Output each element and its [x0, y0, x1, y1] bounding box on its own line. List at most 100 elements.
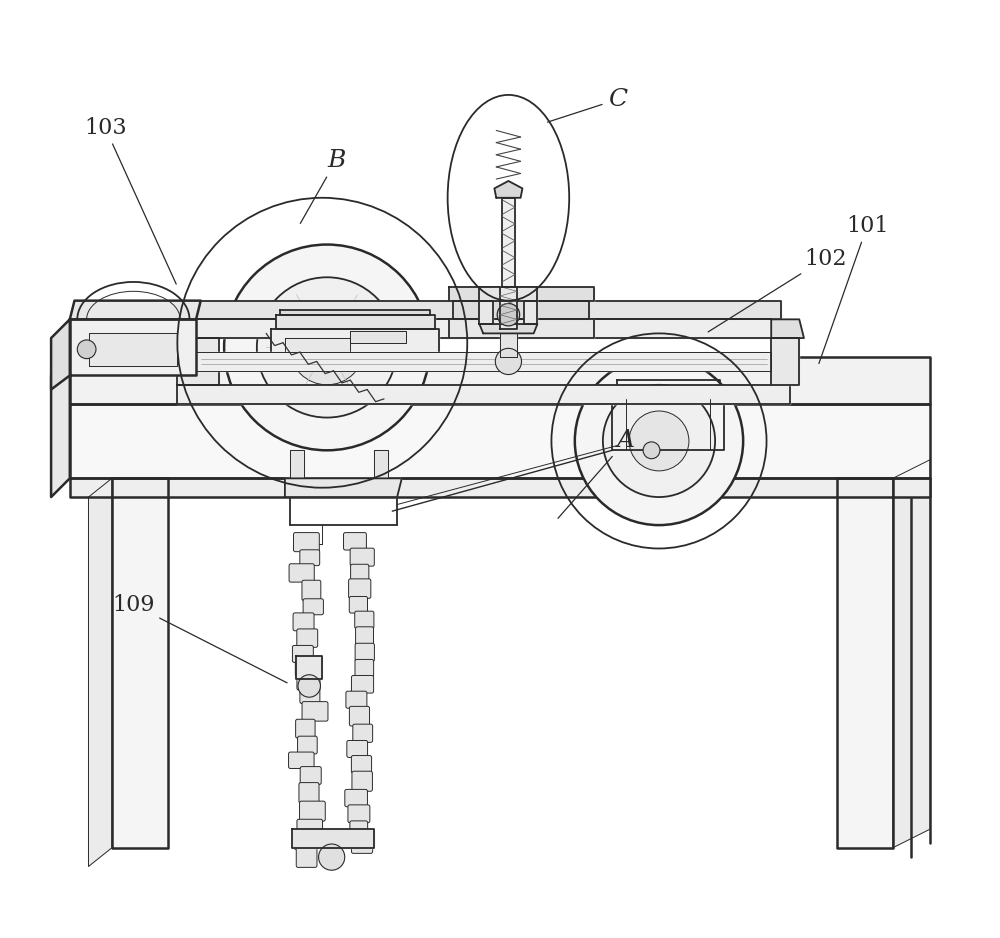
Circle shape: [629, 411, 689, 471]
FancyBboxPatch shape: [297, 628, 318, 647]
FancyBboxPatch shape: [355, 659, 374, 677]
FancyBboxPatch shape: [292, 645, 313, 662]
FancyBboxPatch shape: [300, 550, 320, 566]
Polygon shape: [479, 324, 537, 333]
FancyBboxPatch shape: [300, 688, 320, 704]
Polygon shape: [280, 310, 430, 314]
Polygon shape: [296, 656, 322, 679]
Polygon shape: [893, 460, 930, 848]
Polygon shape: [177, 338, 219, 385]
Polygon shape: [494, 181, 522, 198]
Circle shape: [575, 356, 743, 525]
FancyBboxPatch shape: [299, 782, 319, 803]
Text: 102: 102: [708, 248, 846, 332]
Polygon shape: [771, 338, 799, 385]
Text: B: B: [300, 149, 345, 223]
Text: 103: 103: [84, 116, 176, 284]
Polygon shape: [449, 287, 594, 301]
FancyBboxPatch shape: [296, 719, 315, 738]
FancyBboxPatch shape: [347, 740, 368, 757]
Circle shape: [495, 348, 522, 374]
FancyBboxPatch shape: [295, 660, 320, 676]
FancyBboxPatch shape: [289, 564, 314, 582]
FancyBboxPatch shape: [293, 613, 314, 630]
FancyBboxPatch shape: [351, 565, 369, 581]
FancyBboxPatch shape: [346, 691, 367, 708]
Polygon shape: [285, 478, 402, 497]
Circle shape: [497, 304, 520, 325]
Polygon shape: [374, 450, 388, 478]
Circle shape: [643, 442, 660, 459]
FancyBboxPatch shape: [293, 533, 319, 552]
Polygon shape: [292, 829, 374, 848]
Polygon shape: [617, 380, 720, 399]
Circle shape: [290, 310, 364, 385]
Polygon shape: [89, 478, 112, 867]
Polygon shape: [771, 319, 804, 338]
Polygon shape: [187, 319, 781, 338]
Circle shape: [298, 674, 320, 697]
Circle shape: [603, 385, 715, 497]
FancyBboxPatch shape: [356, 627, 374, 645]
FancyBboxPatch shape: [352, 771, 372, 792]
FancyBboxPatch shape: [300, 801, 325, 821]
FancyBboxPatch shape: [351, 675, 374, 693]
FancyBboxPatch shape: [297, 674, 320, 690]
FancyBboxPatch shape: [348, 805, 370, 823]
FancyBboxPatch shape: [349, 706, 370, 726]
Polygon shape: [350, 330, 406, 342]
FancyBboxPatch shape: [350, 821, 368, 837]
Polygon shape: [51, 356, 70, 497]
Polygon shape: [453, 301, 589, 319]
Polygon shape: [112, 478, 168, 848]
Text: C: C: [548, 88, 627, 122]
Circle shape: [77, 340, 96, 358]
Polygon shape: [285, 338, 350, 352]
Circle shape: [257, 278, 397, 417]
Polygon shape: [187, 301, 781, 319]
FancyBboxPatch shape: [349, 579, 371, 598]
Polygon shape: [51, 319, 70, 389]
Polygon shape: [500, 287, 517, 328]
FancyBboxPatch shape: [349, 597, 367, 613]
FancyBboxPatch shape: [350, 548, 374, 567]
FancyBboxPatch shape: [298, 736, 317, 754]
Polygon shape: [70, 403, 930, 478]
Polygon shape: [290, 450, 304, 478]
Polygon shape: [500, 333, 517, 356]
Polygon shape: [524, 301, 537, 324]
Circle shape: [319, 844, 345, 870]
Polygon shape: [502, 198, 515, 287]
Polygon shape: [271, 328, 439, 356]
FancyBboxPatch shape: [345, 790, 367, 807]
FancyBboxPatch shape: [302, 702, 328, 721]
Polygon shape: [70, 356, 930, 403]
Polygon shape: [177, 385, 790, 403]
Polygon shape: [196, 352, 771, 371]
FancyBboxPatch shape: [297, 819, 323, 835]
FancyBboxPatch shape: [344, 533, 366, 550]
FancyBboxPatch shape: [353, 724, 373, 742]
FancyBboxPatch shape: [294, 833, 313, 850]
FancyBboxPatch shape: [300, 766, 321, 784]
Text: 109: 109: [112, 594, 287, 683]
FancyBboxPatch shape: [296, 848, 317, 868]
Polygon shape: [479, 287, 537, 301]
FancyBboxPatch shape: [351, 755, 372, 773]
FancyBboxPatch shape: [355, 643, 374, 661]
FancyBboxPatch shape: [355, 612, 374, 628]
FancyBboxPatch shape: [351, 835, 373, 854]
Polygon shape: [70, 301, 201, 319]
Text: A: A: [558, 430, 635, 519]
Polygon shape: [89, 333, 177, 366]
Polygon shape: [276, 314, 435, 328]
FancyBboxPatch shape: [302, 581, 321, 600]
FancyBboxPatch shape: [303, 598, 323, 614]
Text: 101: 101: [819, 215, 889, 364]
Polygon shape: [449, 319, 594, 338]
Polygon shape: [70, 319, 196, 375]
Polygon shape: [837, 478, 893, 848]
Polygon shape: [479, 301, 493, 324]
Polygon shape: [612, 399, 724, 450]
Polygon shape: [70, 478, 930, 497]
